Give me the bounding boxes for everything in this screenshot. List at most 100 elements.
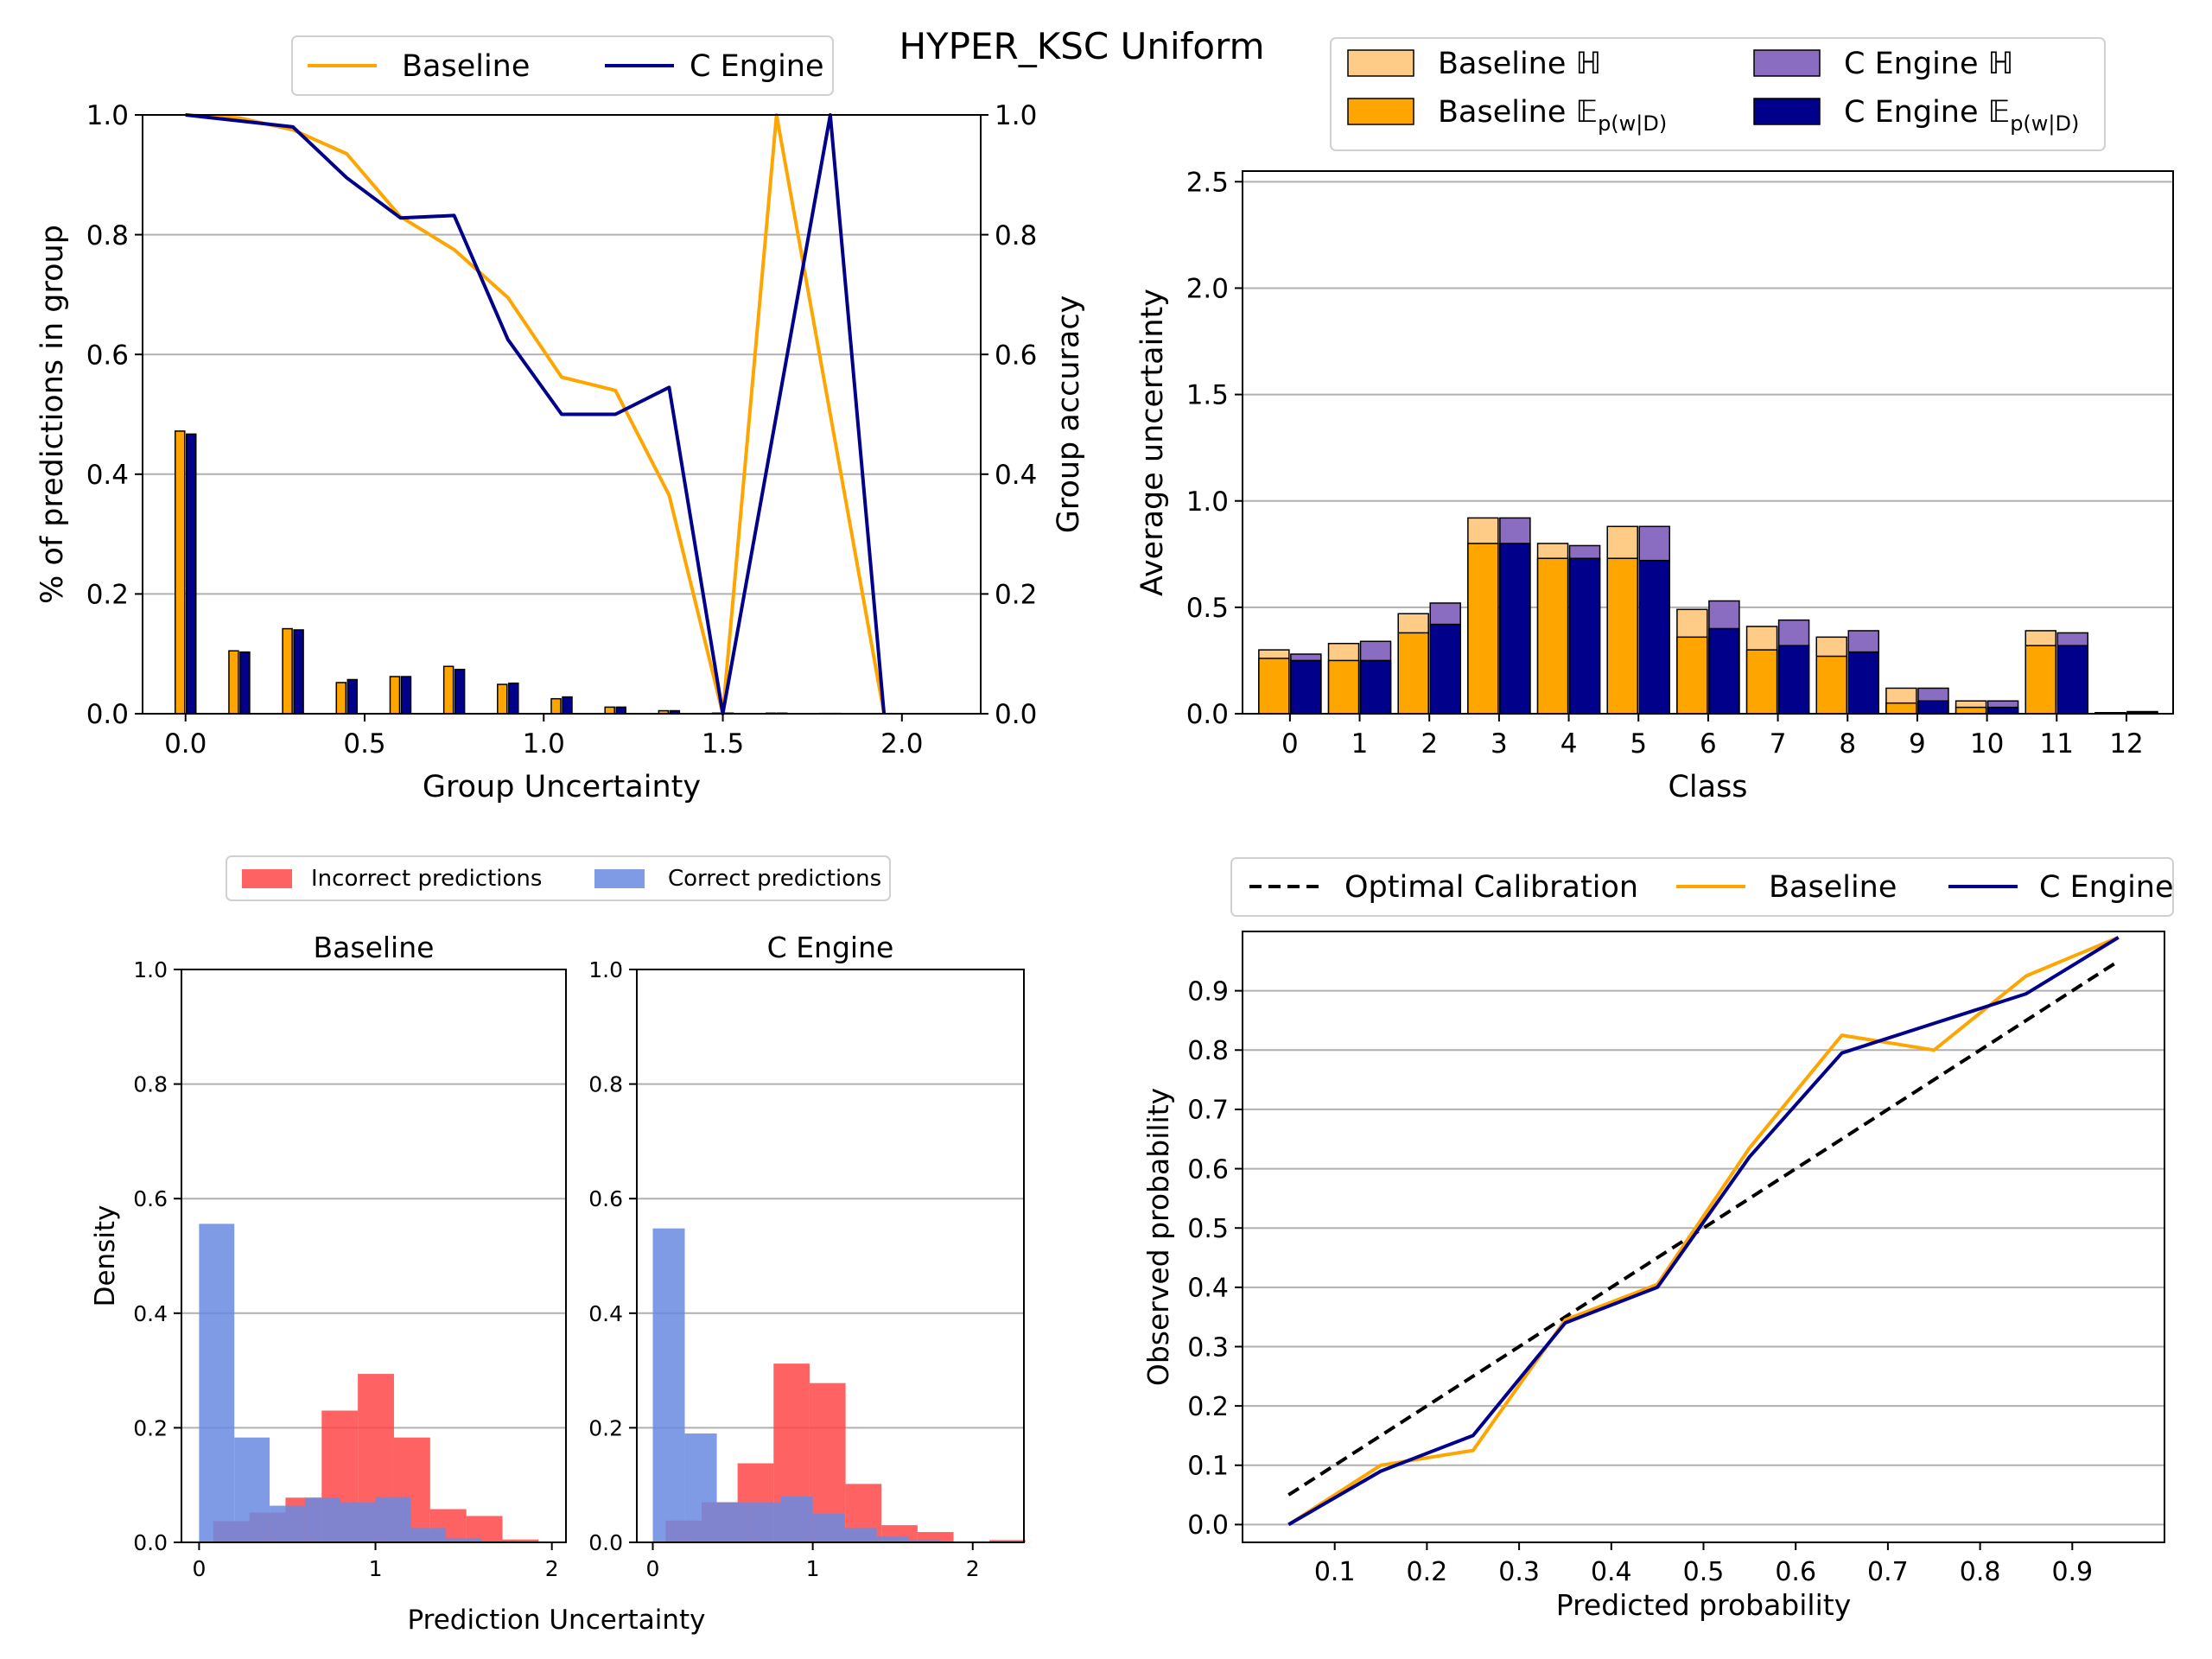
x-tick-label: 3 xyxy=(1491,728,1508,760)
y-tick-label: 0.7 xyxy=(1187,1096,1229,1126)
hist-bar-correct xyxy=(844,1528,877,1542)
y-tick-label: 1.0 xyxy=(86,100,129,131)
x-tick-label: 0.2 xyxy=(1407,1557,1448,1587)
x-tick-label: 6 xyxy=(1700,728,1717,760)
bar-cengine-expected xyxy=(1986,706,2019,715)
y-tick-label: 0.2 xyxy=(86,580,129,611)
line-cengine xyxy=(185,113,887,715)
bar-baseline-expected xyxy=(1745,649,1778,715)
plot-hist-baseline: 0.0 0.2 0.4 0.6 0.8 1.0 0 1 2 Baseline Density Pred… xyxy=(90,855,891,1636)
bar-baseline xyxy=(174,430,186,715)
y-axis-label: Observed probability xyxy=(1141,1088,1175,1386)
x-tick-label: 0.5 xyxy=(1683,1557,1725,1587)
legend xyxy=(226,855,891,901)
x-tick-label: 0.6 xyxy=(1775,1557,1816,1587)
legend-swatch-baseline-expected xyxy=(1347,98,1414,125)
x-tick-label: 1 xyxy=(1351,728,1369,760)
y-tick-label: 0.0 xyxy=(1186,699,1229,730)
bar-baseline-expected xyxy=(1815,655,1848,715)
hist-bar-correct xyxy=(908,1540,941,1542)
bar-baseline xyxy=(389,676,401,715)
y-tick-label: 2.0 xyxy=(1186,274,1229,305)
bar-cengine-expected xyxy=(1429,623,1461,715)
y-tick-label: 0.0 xyxy=(86,699,129,730)
y-tick-label: 0.4 xyxy=(86,460,129,491)
subplot-title: Baseline xyxy=(314,931,435,964)
hist-bar-correct xyxy=(234,1437,270,1542)
y-tick-label: 0.0 xyxy=(133,1530,168,1555)
x-tick-label: 0.8 xyxy=(1960,1557,2001,1587)
y-tick-label: 0.0 xyxy=(588,1530,623,1555)
plot-class-uncertainty: 0.00.51.01.52.02.50 1 2 3 4 5 6 7 8 9 10 11 12ClassA… xyxy=(1135,37,2174,804)
subplot-title: C Engine xyxy=(767,931,894,964)
bar-cengine-expected xyxy=(1499,543,1531,715)
legend-swatch-cengine-entropy xyxy=(1753,49,1821,77)
hist-bar-incorrect xyxy=(989,1540,1026,1542)
bar-baseline-expected xyxy=(2024,645,2057,715)
legend-label: C Engine xyxy=(2039,870,2174,905)
legend-swatch-incorrect xyxy=(242,869,292,888)
hist-bar-correct xyxy=(304,1497,340,1542)
bar-baseline xyxy=(335,682,347,715)
x-tick-label: 0.5 xyxy=(343,728,385,760)
y-tick-label: 0.8 xyxy=(133,1072,168,1097)
line-optimal-calibration xyxy=(1287,959,2120,1497)
x-tick-label: 4 xyxy=(1560,728,1578,760)
legend-label: C Engine xyxy=(690,49,824,84)
bar-cengine xyxy=(615,706,626,715)
y-tick-label: 0.4 xyxy=(1187,1274,1229,1304)
y-tick-label: 0.6 xyxy=(86,340,129,371)
bar-baseline-expected xyxy=(1327,659,1360,715)
y-tick-label: 0.2 xyxy=(1187,1392,1229,1422)
legend-label: Baseline xyxy=(402,49,530,84)
bar-cengine-expected xyxy=(1568,557,1601,715)
line-baseline xyxy=(1287,936,2120,1527)
bar-baseline-expected xyxy=(1397,632,1429,715)
y-right-tick-label: 0.4 xyxy=(995,460,1037,491)
y-tick-label: 0.8 xyxy=(588,1072,623,1097)
legend xyxy=(1330,37,2106,151)
legend-swatch-baseline-entropy xyxy=(1347,49,1414,77)
figure-title: HYPER_KSC Uniform xyxy=(899,25,1264,67)
bar-cengine xyxy=(346,678,359,715)
x-tick-label: 2 xyxy=(545,1556,559,1581)
bar-baseline-expected xyxy=(1536,557,1569,715)
x-tick-label: 0.9 xyxy=(2051,1557,2093,1587)
x-tick-label: 1.0 xyxy=(523,728,565,760)
bar-cengine xyxy=(400,676,412,715)
bar-baseline xyxy=(604,706,615,715)
bar-baseline xyxy=(228,650,239,715)
bar-baseline-expected xyxy=(1467,543,1499,715)
y-tick-label: 2.5 xyxy=(1186,167,1229,198)
bar-cengine-expected xyxy=(1290,659,1322,715)
line-baseline xyxy=(185,113,887,715)
y-tick-label: 0.1 xyxy=(1187,1452,1229,1482)
x-tick-label: 1 xyxy=(369,1556,383,1581)
x-tick-label: 0.0 xyxy=(164,728,207,760)
hist-bar-correct xyxy=(876,1536,909,1542)
hist-bar-incorrect xyxy=(502,1539,539,1542)
bar-cengine-expected xyxy=(1917,700,1949,715)
x-tick-label: 11 xyxy=(2040,728,2074,760)
bar-baseline-expected xyxy=(1676,636,1708,715)
x-tick-label: 2 xyxy=(1421,728,1438,760)
x-axis-label: Group Uncertainty xyxy=(423,770,701,804)
y-right-tick-label: 0.2 xyxy=(995,580,1037,611)
y-tick-label: 1.0 xyxy=(133,957,168,982)
x-tick-label: 9 xyxy=(1909,728,1926,760)
plot-frame xyxy=(142,114,982,715)
legend-label: Incorrect predictions xyxy=(311,866,542,892)
x-axis-label: Predicted probability xyxy=(1556,1588,1851,1622)
plot-group-uncertainty: 0.0 0.2 0.4 0.6 0.8 1.0 0.0 0.2 0.4 0.6 0.8 1.0 0.0 0… xyxy=(35,35,1086,804)
hist-bar-correct xyxy=(446,1538,482,1542)
x-tick-label: 7 xyxy=(1770,728,1787,760)
hist-bar-correct xyxy=(716,1502,749,1542)
y-tick-label: 0.5 xyxy=(1187,1214,1229,1244)
hist-bar-correct xyxy=(199,1224,235,1542)
y-tick-label: 0.0 xyxy=(1187,1510,1229,1541)
plot-calibration: 0.0 0.1 0.2 0.3 0.4 0.5 0.6 0.7 0.8 0.9 0.1 0.2 0.3 0… xyxy=(1141,857,2174,1622)
hist-bar-correct xyxy=(375,1497,411,1542)
y-right-tick-label: 0.6 xyxy=(995,340,1037,371)
x-tick-label: 2.0 xyxy=(880,728,923,760)
